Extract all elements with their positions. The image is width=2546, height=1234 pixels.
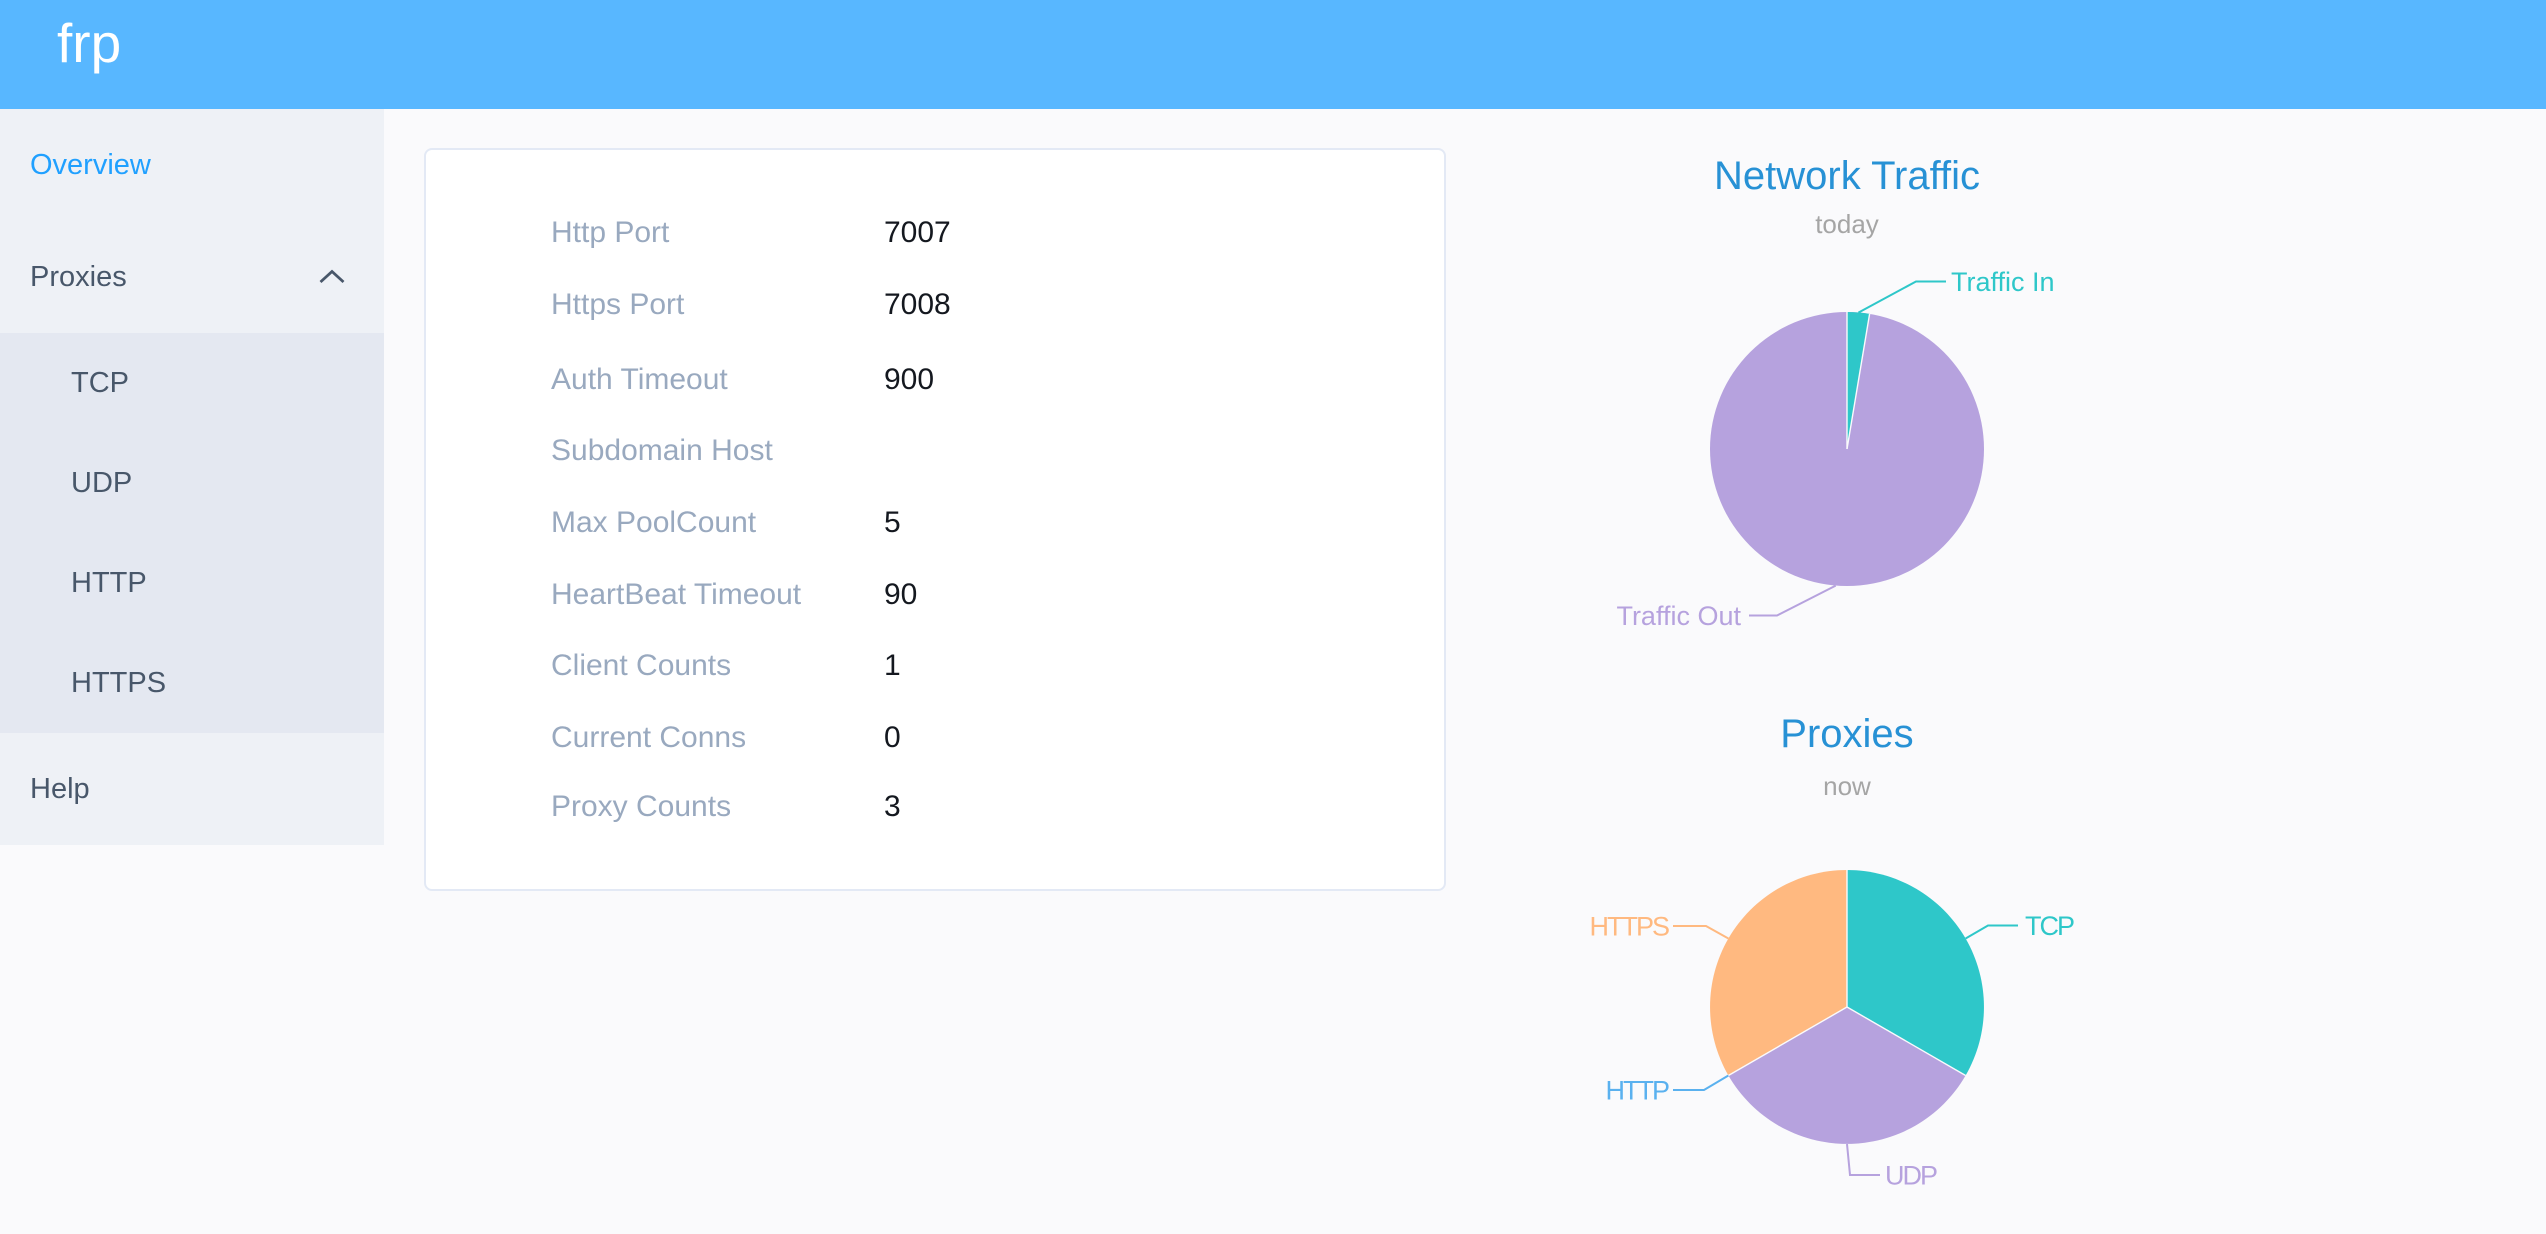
svg-text:Traffic Out: Traffic Out (1616, 601, 1741, 631)
svg-text:today: today (1815, 209, 1879, 239)
svg-text:Network Traffic: Network Traffic (1714, 154, 1980, 198)
svg-text:HTTP: HTTP (1606, 1076, 1669, 1106)
svg-text:TCP: TCP (2025, 911, 2074, 941)
svg-text:Traffic In: Traffic In (1951, 267, 2055, 297)
svg-text:HTTPS: HTTPS (1589, 912, 1668, 942)
svg-text:Proxies: Proxies (1780, 712, 1913, 756)
svg-text:UDP: UDP (1885, 1161, 1937, 1191)
svg-text:now: now (1823, 771, 1871, 801)
